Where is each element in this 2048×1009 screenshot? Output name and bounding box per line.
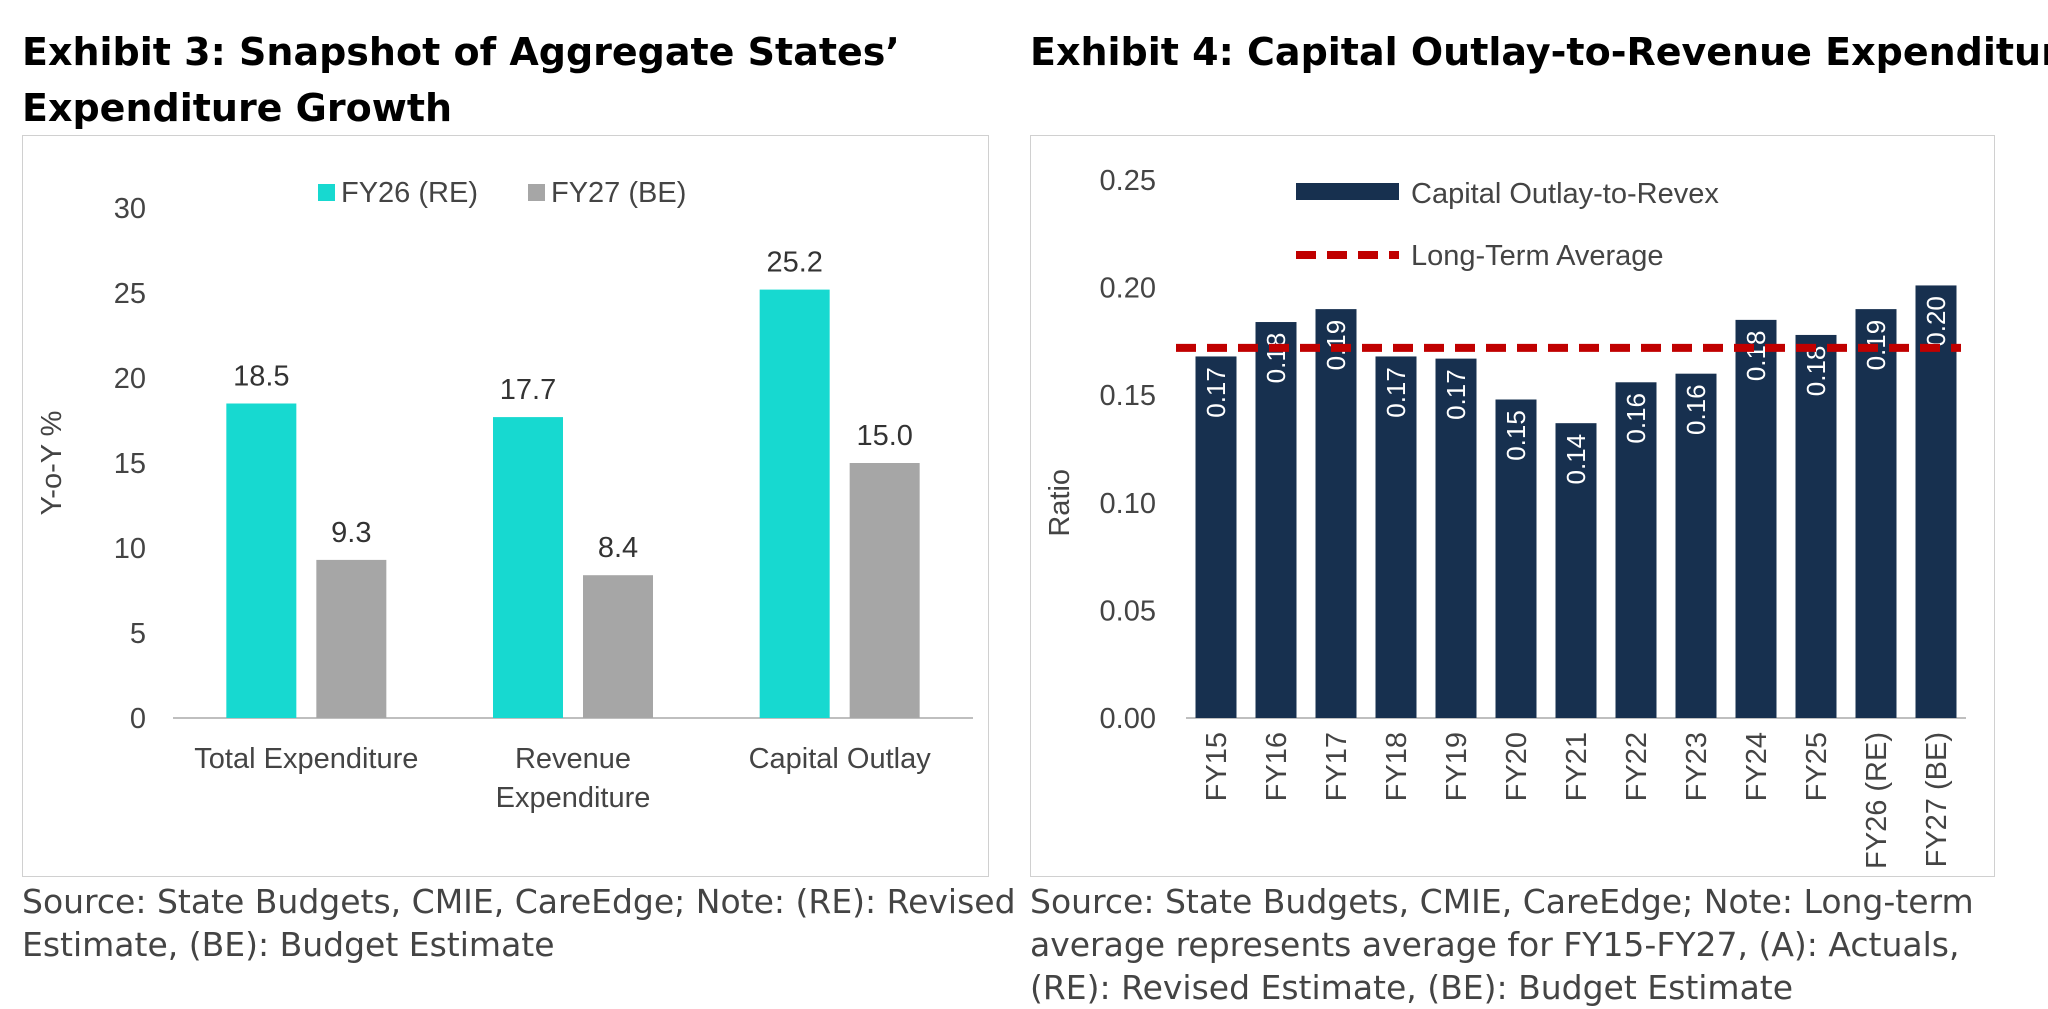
exhibit3-title: Exhibit 3: Snapshot of Aggregate States’… — [22, 30, 900, 130]
y-tick-label: 0.25 — [1100, 165, 1156, 197]
x-category-label: Expenditure — [496, 782, 651, 814]
y-tick-label: 10 — [114, 533, 146, 565]
bar-ratio — [1915, 285, 1957, 718]
x-category-label: Total Expenditure — [194, 743, 418, 775]
bar-fy27 — [316, 559, 387, 718]
bar-data-label: 8.4 — [598, 532, 638, 564]
bar-fy26 — [759, 289, 830, 718]
bar-ratio — [1315, 309, 1357, 718]
bar-data-label: 9.3 — [331, 517, 371, 549]
y-tick-label: 0.05 — [1100, 595, 1156, 627]
bar-data-label: 25.2 — [766, 247, 822, 279]
exhibit4-chart-panel: 0.00 0.05 0.10 0.15 0.20 0.25 Ratio 0.17 FY15 0.1… — [1030, 135, 1995, 877]
bar-fy26 — [493, 417, 563, 718]
bar-data-label: 0.20 — [1921, 296, 1951, 347]
x-category-label: FY25 — [1801, 732, 1833, 801]
legend-label: Capital Outlay-to-Revex — [1411, 178, 1719, 210]
bar-ratio — [1615, 382, 1657, 718]
bar-ratio — [1735, 319, 1777, 718]
bar-ratio — [1255, 322, 1297, 718]
bar-ratio — [1375, 356, 1417, 718]
bar-data-label: 0.18 — [1741, 331, 1771, 382]
legend-swatch-bars — [1296, 183, 1399, 200]
bar-data-label: 0.17 — [1201, 367, 1231, 418]
y-axis-title: Y-o-Y % — [36, 411, 68, 516]
legend-label: FY26 (RE) — [341, 177, 478, 209]
bar-data-label: 0.18 — [1801, 346, 1831, 397]
exhibit4-title: Exhibit 4: Capital Outlay-to-Revenue Exp… — [1030, 30, 2048, 74]
bar-fy26 — [226, 403, 297, 718]
exhibit4-chart: 0.00 0.05 0.10 0.15 0.20 0.25 Ratio 0.17 FY15 0.1… — [1044, 165, 1966, 869]
x-category-label: FY26 (RE) — [1861, 732, 1893, 869]
bar-ratio — [1795, 334, 1837, 718]
bar-ratio — [1495, 399, 1537, 718]
x-category-label: FY16 — [1261, 732, 1293, 801]
x-category-label: FY18 — [1381, 732, 1413, 801]
bar-ratio — [1195, 356, 1237, 718]
bar-data-label: 15.0 — [856, 420, 912, 452]
bar-fy27 — [849, 463, 920, 718]
y-tick-label: 0.20 — [1100, 273, 1156, 305]
y-tick-label: 30 — [114, 193, 146, 225]
legend-label: FY27 (BE) — [551, 177, 686, 209]
exhibit3-chart-panel: 0 5 10 15 20 25 30 Y-o-Y % 18.5 9.3 Total Expendit… — [22, 135, 989, 877]
bar-data-label: 0.17 — [1441, 369, 1471, 420]
exhibit4-source-note: Source: State Budgets, CMIE, CareEdge; N… — [1030, 882, 1974, 1007]
x-category-label: FY23 — [1681, 732, 1713, 801]
x-category-label: FY21 — [1561, 732, 1593, 801]
y-tick-label: 0.15 — [1100, 380, 1156, 412]
y-tick-label: 5 — [130, 618, 146, 650]
x-category-label: FY24 — [1741, 732, 1773, 801]
y-tick-label: 0.10 — [1100, 488, 1156, 520]
x-category-label: Capital Outlay — [749, 743, 932, 775]
bar-data-label: 0.18 — [1261, 333, 1291, 384]
y-tick-label: 20 — [114, 363, 146, 395]
bar-ratio — [1435, 358, 1477, 718]
bar-data-label: 0.14 — [1561, 434, 1591, 485]
legend-swatch-fy27 — [528, 184, 545, 201]
x-category-label: FY20 — [1501, 732, 1533, 801]
x-category-label: FY27 (BE) — [1921, 732, 1953, 867]
bar-data-label: 17.7 — [500, 374, 556, 406]
x-category-label: FY17 — [1321, 732, 1353, 801]
bar-ratio — [1555, 423, 1597, 718]
bar-data-label: 0.17 — [1381, 367, 1411, 418]
legend-swatch-fy26 — [318, 184, 335, 201]
y-axis-title: Ratio — [1044, 469, 1076, 537]
bar-ratio — [1855, 309, 1897, 718]
exhibit3-chart: 0 5 10 15 20 25 30 Y-o-Y % 18.5 9.3 Total Expendit… — [36, 177, 973, 814]
x-category-label: Revenue — [515, 743, 631, 775]
bar-data-label: 0.15 — [1501, 410, 1531, 461]
y-tick-label: 0 — [130, 703, 146, 735]
bar-data-label: 0.16 — [1621, 393, 1651, 444]
y-tick-label: 0.00 — [1100, 703, 1156, 735]
bar-data-label: 18.5 — [233, 361, 289, 393]
bar-ratio — [1675, 373, 1717, 718]
legend-label: Long-Term Average — [1411, 240, 1664, 272]
bar-fy27 — [583, 575, 653, 718]
x-category-label: FY22 — [1621, 732, 1653, 801]
x-category-label: FY19 — [1441, 732, 1473, 801]
exhibit3-source-note: Source: State Budgets, CMIE, CareEdge; N… — [22, 882, 1016, 964]
y-tick-label: 15 — [114, 448, 146, 480]
bar-data-label: 0.16 — [1681, 384, 1711, 435]
y-tick-label: 25 — [114, 278, 146, 310]
x-category-label: FY15 — [1201, 732, 1233, 801]
